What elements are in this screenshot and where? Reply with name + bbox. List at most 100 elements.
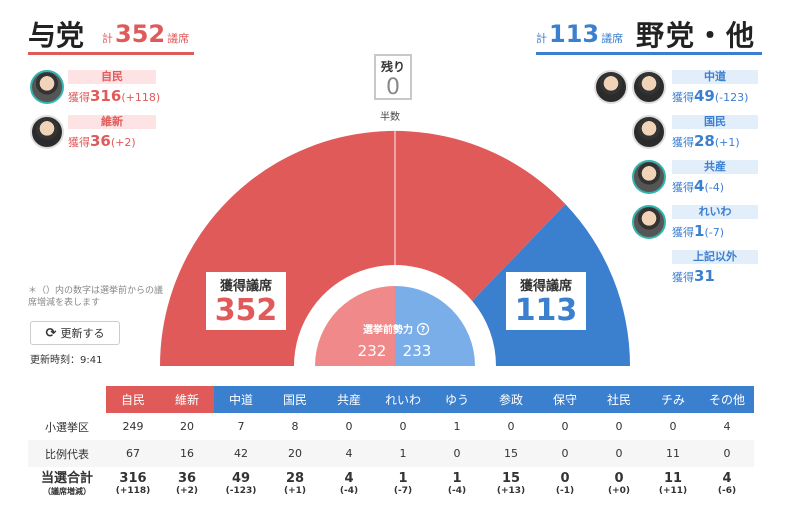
table-cell: 0 bbox=[592, 413, 646, 440]
total-value: 4 bbox=[722, 471, 732, 486]
opposition-seats-box: 獲得議席 113 bbox=[504, 270, 588, 332]
ruling-seats-box-value: 352 bbox=[214, 293, 278, 328]
table-cell: 20 bbox=[268, 440, 322, 467]
total-value: 4 bbox=[344, 471, 354, 486]
party-leader-avatar-chudo-2 bbox=[632, 70, 666, 104]
pre-election-opposition-arc bbox=[395, 286, 475, 366]
table-cell: 16 bbox=[160, 440, 214, 467]
total-cell: 0 (+0) bbox=[592, 467, 646, 503]
seats-prefix: 獲得 bbox=[68, 91, 90, 104]
seats-prefix: 獲得 bbox=[68, 136, 90, 149]
total-value: 11 bbox=[663, 471, 683, 486]
party-name-chudo: 中道 bbox=[672, 70, 758, 84]
party-name-ishin: 維新 bbox=[68, 115, 156, 129]
seats-prefix: 獲得 bbox=[672, 91, 694, 104]
party-seats-others: 獲得31 bbox=[672, 267, 715, 285]
table-cell: 67 bbox=[106, 440, 160, 467]
col-header: 中道 bbox=[214, 386, 268, 413]
seats-value: 36 bbox=[90, 132, 111, 150]
refresh-icon: ⟳ bbox=[45, 325, 57, 341]
total-cell: 36 (+2) bbox=[160, 467, 214, 503]
col-header: 共産 bbox=[322, 386, 376, 413]
seats-value: 1 bbox=[694, 222, 705, 240]
ruling-seats-box-label: 獲得議席 bbox=[219, 279, 272, 294]
opposition-total-prefix: 計 bbox=[536, 32, 547, 45]
table-cell: 0 bbox=[430, 440, 484, 467]
ruling-total: 計 352 議席 bbox=[102, 20, 189, 48]
total-value: 0 bbox=[614, 471, 624, 486]
total-cell: 1 (-7) bbox=[376, 467, 430, 503]
update-time: 更新時刻：9:41 bbox=[30, 355, 103, 366]
total-delta: (+0) bbox=[607, 486, 631, 496]
total-cell: 4 (-6) bbox=[700, 467, 754, 503]
ruling-total-prefix: 計 bbox=[102, 32, 113, 45]
seats-delta: (+118) bbox=[121, 91, 161, 104]
party-leader-avatar-reiwa bbox=[632, 205, 666, 239]
party-name-others: 上記以外 bbox=[672, 250, 758, 264]
table-corner bbox=[28, 386, 106, 413]
total-delta: (+11) bbox=[658, 486, 688, 496]
total-value: 1 bbox=[398, 471, 408, 486]
update-button[interactable]: ⟳ 更新する bbox=[30, 321, 120, 345]
party-name-kokumin: 国民 bbox=[672, 115, 758, 129]
opposition-title: 野党・他 bbox=[636, 19, 757, 52]
table-cell: 7 bbox=[214, 413, 268, 440]
party-seats-kokumin: 獲得28(+1) bbox=[672, 132, 740, 150]
seats-value: 316 bbox=[90, 87, 122, 105]
total-label: 当選合計 bbox=[40, 471, 93, 486]
table-cell: 0 bbox=[538, 440, 592, 467]
ruling-underline bbox=[28, 52, 194, 55]
table-row: 比例代表 67 16 42 20 4 1 0 15 0 0 11 0 bbox=[28, 440, 754, 467]
opposition-total: 計 113 議席 bbox=[536, 20, 623, 48]
col-header: 国民 bbox=[268, 386, 322, 413]
ruling-seats-box: 獲得議席 352 bbox=[204, 270, 288, 332]
total-delta: (-4) bbox=[447, 486, 467, 496]
table-total-row: 当選合計 （議席増減） 316 (+118) 36 (+2) 49 (-123) 28(… bbox=[28, 467, 754, 503]
party-seats-ishin: 獲得36(+2) bbox=[68, 132, 136, 150]
total-delta: (-123) bbox=[225, 486, 257, 496]
total-value: 15 bbox=[501, 471, 521, 486]
table-cell: 0 bbox=[700, 440, 754, 467]
opposition-underline bbox=[536, 52, 762, 55]
col-header: チみ bbox=[646, 386, 700, 413]
majority-label: 半数 bbox=[380, 112, 400, 123]
party-seats-chudo: 獲得49(-123) bbox=[672, 87, 748, 105]
table-cell: 0 bbox=[376, 413, 430, 440]
table-row: 小選挙区 249 20 7 8 0 0 1 0 0 0 0 4 bbox=[28, 413, 754, 440]
total-delta: (+2) bbox=[175, 486, 199, 496]
total-delta: (+118) bbox=[115, 486, 151, 496]
opposition-total-suffix: 議席 bbox=[601, 32, 624, 45]
table-cell: 0 bbox=[538, 413, 592, 440]
total-cell: 15 (+13) bbox=[484, 467, 538, 503]
party-seats-jimin: 獲得316(+118) bbox=[68, 87, 160, 105]
col-header: 保守 bbox=[538, 386, 592, 413]
help-icon[interactable] bbox=[416, 322, 430, 336]
seats-value: 31 bbox=[694, 267, 715, 285]
help-icon-glyph: ? bbox=[421, 325, 426, 334]
pre-election-label: 選挙前勢力 bbox=[363, 323, 413, 336]
ruling-total-suffix: 議席 bbox=[167, 32, 190, 45]
total-cell: 1 (-4) bbox=[430, 467, 484, 503]
total-value: 316 bbox=[119, 471, 147, 486]
table-cell: 20 bbox=[160, 413, 214, 440]
total-cell: 0 (-1) bbox=[538, 467, 592, 503]
table-cell: 0 bbox=[322, 413, 376, 440]
ruling-total-seats: 352 bbox=[115, 20, 166, 48]
party-seats-reiwa: 獲得1(-7) bbox=[672, 222, 724, 240]
seats-delta: (-123) bbox=[714, 91, 749, 104]
opposition-total-seats: 113 bbox=[549, 20, 600, 48]
table-cell: 249 bbox=[106, 413, 160, 440]
results-table: 自民 維新 中道 国民 共産 れいわ ゆう 参政 保守 社民 チみ その他 小選… bbox=[28, 386, 754, 503]
total-value: 49 bbox=[231, 471, 251, 486]
col-header: れいわ bbox=[376, 386, 430, 413]
total-delta: (-7) bbox=[393, 486, 413, 496]
total-cell: 28 (+1) bbox=[268, 467, 322, 503]
total-value: 28 bbox=[285, 471, 305, 486]
table-cell: 0 bbox=[484, 413, 538, 440]
table-cell: 0 bbox=[646, 413, 700, 440]
col-header: ゆう bbox=[430, 386, 484, 413]
seat-semicircle-chart: 選挙前勢力 ? 232 233 bbox=[159, 130, 630, 366]
opposition-seats-box-value: 113 bbox=[514, 293, 578, 328]
total-row-label: 当選合計 （議席増減） bbox=[28, 467, 106, 503]
table-cell: 15 bbox=[484, 440, 538, 467]
